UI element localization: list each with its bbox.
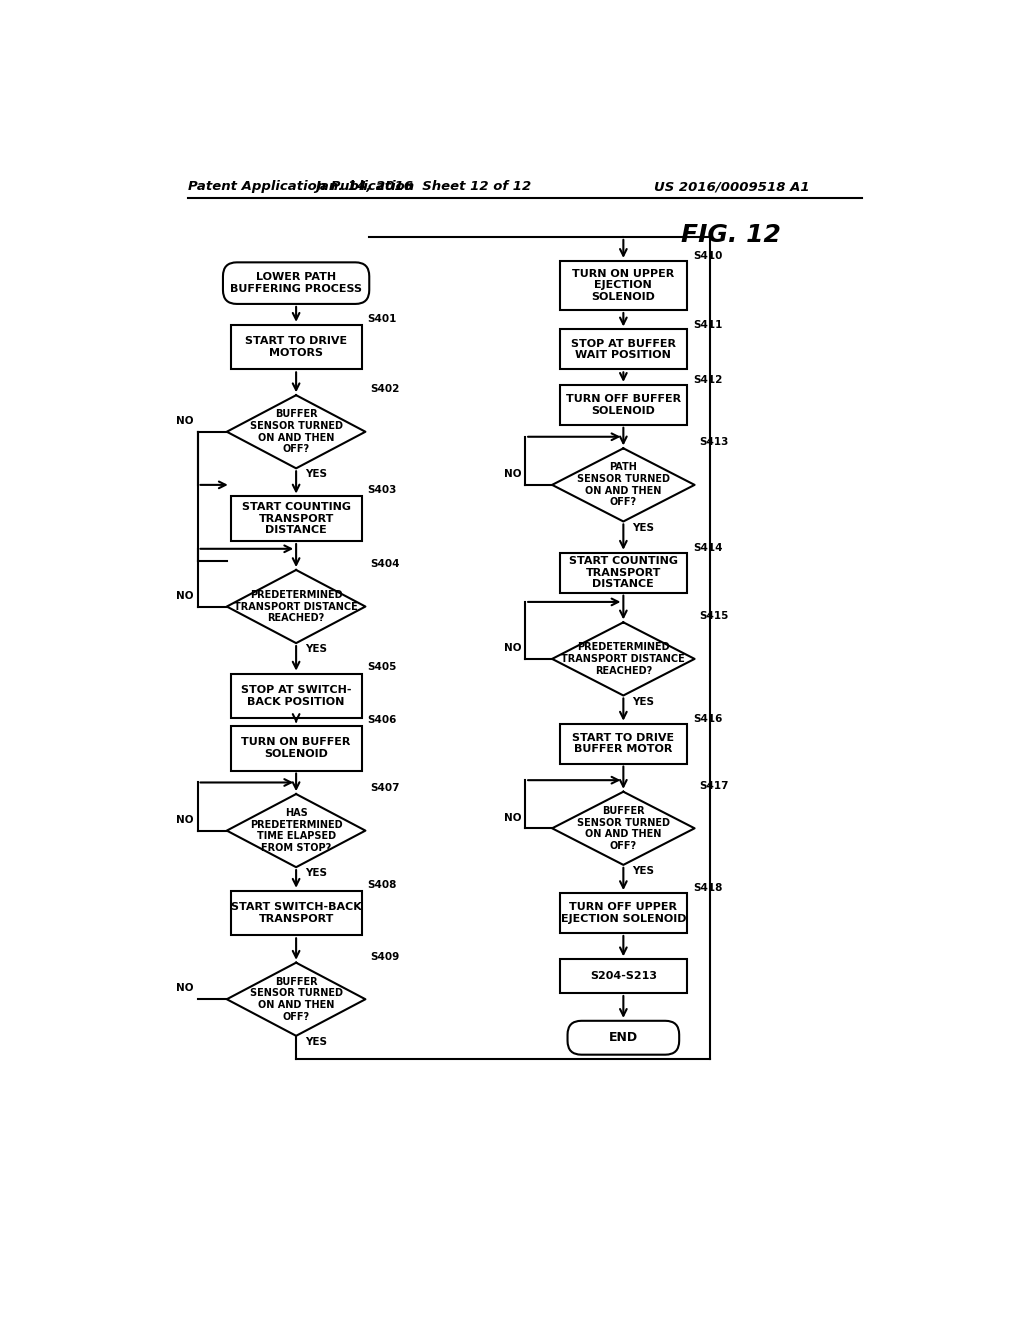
Text: NO: NO: [176, 983, 194, 994]
Text: S412: S412: [693, 375, 722, 385]
Bar: [560, 553, 687, 593]
Text: S403: S403: [368, 486, 397, 495]
Text: STOP AT SWITCH-
BACK POSITION: STOP AT SWITCH- BACK POSITION: [241, 685, 351, 706]
Text: S415: S415: [699, 611, 729, 622]
Text: BUFFER
SENSOR TURNED
ON AND THEN
OFF?: BUFFER SENSOR TURNED ON AND THEN OFF?: [250, 977, 343, 1022]
Text: S417: S417: [699, 780, 729, 791]
Text: S408: S408: [368, 879, 397, 890]
Text: Jan. 14, 2016  Sheet 12 of 12: Jan. 14, 2016 Sheet 12 of 12: [315, 181, 531, 194]
Text: S402: S402: [370, 384, 399, 393]
Text: S413: S413: [699, 437, 729, 447]
Text: S406: S406: [368, 714, 397, 725]
Bar: [560, 892, 687, 933]
Bar: [230, 325, 361, 370]
Text: YES: YES: [305, 470, 328, 479]
Text: YES: YES: [633, 866, 654, 876]
Text: START TO DRIVE
MOTORS: START TO DRIVE MOTORS: [245, 337, 347, 358]
Bar: [560, 723, 687, 763]
Text: START COUNTING
TRANSPORT
DISTANCE: START COUNTING TRANSPORT DISTANCE: [242, 502, 350, 536]
Text: YES: YES: [633, 697, 654, 706]
Text: S414: S414: [693, 543, 723, 553]
Text: BUFFER
SENSOR TURNED
ON AND THEN
OFF?: BUFFER SENSOR TURNED ON AND THEN OFF?: [577, 807, 670, 850]
Text: S204-S213: S204-S213: [590, 972, 656, 981]
Text: TURN OFF UPPER
EJECTION SOLENOID: TURN OFF UPPER EJECTION SOLENOID: [560, 902, 686, 924]
Text: START TO DRIVE
BUFFER MOTOR: START TO DRIVE BUFFER MOTOR: [572, 733, 675, 755]
Text: PREDETERMINED
TRANSPORT DISTANCE
REACHED?: PREDETERMINED TRANSPORT DISTANCE REACHED…: [561, 643, 685, 676]
Text: S405: S405: [368, 663, 397, 672]
Bar: [230, 673, 361, 718]
Text: START SWITCH-BACK
TRANSPORT: START SWITCH-BACK TRANSPORT: [230, 902, 361, 924]
Text: NO: NO: [504, 813, 521, 822]
Text: S416: S416: [693, 714, 722, 723]
Text: YES: YES: [305, 644, 328, 655]
Text: S410: S410: [693, 251, 722, 261]
Text: NO: NO: [504, 469, 521, 479]
Text: Patent Application Publication: Patent Application Publication: [188, 181, 415, 194]
Bar: [560, 960, 687, 993]
Text: S401: S401: [368, 314, 397, 323]
Text: NO: NO: [176, 591, 194, 601]
Text: TURN ON BUFFER
SOLENOID: TURN ON BUFFER SOLENOID: [242, 738, 351, 759]
Text: YES: YES: [633, 523, 654, 532]
Text: S404: S404: [370, 558, 399, 569]
Text: PATH
SENSOR TURNED
ON AND THEN
OFF?: PATH SENSOR TURNED ON AND THEN OFF?: [577, 462, 670, 507]
Text: S409: S409: [370, 952, 399, 961]
Text: END: END: [609, 1031, 638, 1044]
Text: NO: NO: [504, 643, 521, 653]
Bar: [230, 496, 361, 541]
Text: NO: NO: [176, 416, 194, 426]
Text: TURN ON UPPER
EJECTION
SOLENOID: TURN ON UPPER EJECTION SOLENOID: [572, 269, 675, 302]
Text: S418: S418: [693, 883, 722, 894]
Text: BUFFER
SENSOR TURNED
ON AND THEN
OFF?: BUFFER SENSOR TURNED ON AND THEN OFF?: [250, 409, 343, 454]
Bar: [230, 726, 361, 771]
Text: NO: NO: [176, 814, 194, 825]
Bar: [230, 891, 361, 936]
Text: FIG. 12: FIG. 12: [681, 223, 781, 247]
Text: US 2016/0009518 A1: US 2016/0009518 A1: [654, 181, 810, 194]
Bar: [560, 330, 687, 370]
Bar: [560, 261, 687, 310]
Text: YES: YES: [305, 1038, 328, 1047]
Text: S411: S411: [693, 319, 722, 330]
Text: START COUNTING
TRANSPORT
DISTANCE: START COUNTING TRANSPORT DISTANCE: [569, 556, 678, 589]
Text: TURN OFF BUFFER
SOLENOID: TURN OFF BUFFER SOLENOID: [566, 393, 681, 416]
Text: PREDETERMINED
TRANSPORT DISTANCE
REACHED?: PREDETERMINED TRANSPORT DISTANCE REACHED…: [234, 590, 358, 623]
Text: HAS
PREDETERMINED
TIME ELAPSED
FROM STOP?: HAS PREDETERMINED TIME ELAPSED FROM STOP…: [250, 808, 342, 853]
Bar: [560, 385, 687, 425]
Text: YES: YES: [305, 869, 328, 878]
Text: LOWER PATH
BUFFERING PROCESS: LOWER PATH BUFFERING PROCESS: [230, 272, 362, 294]
Text: S407: S407: [370, 783, 399, 793]
Text: STOP AT BUFFER
WAIT POSITION: STOP AT BUFFER WAIT POSITION: [570, 338, 676, 360]
